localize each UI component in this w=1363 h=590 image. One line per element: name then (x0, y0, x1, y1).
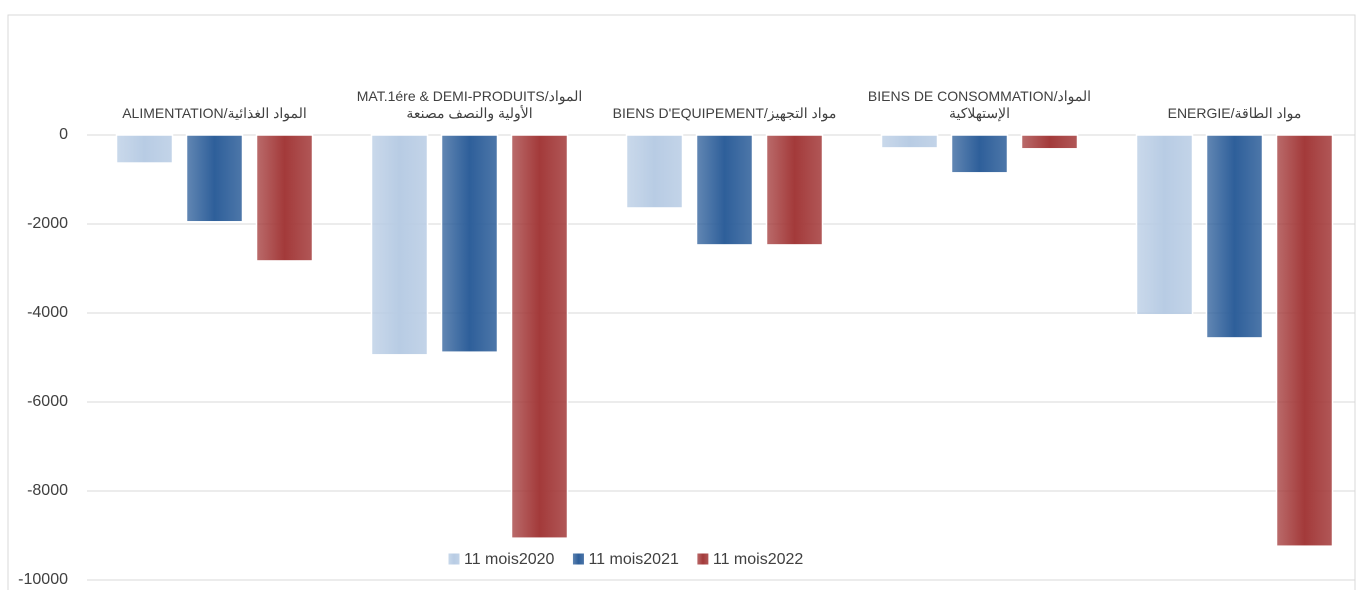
bar (880, 134, 939, 149)
bar (255, 134, 314, 262)
x-tick-label: ENERGIE/مواد الطاقة (1167, 105, 1302, 121)
y-tick-label: 0 (59, 126, 68, 143)
bar (115, 134, 174, 164)
y-tick-label: -8000 (27, 482, 68, 499)
y-tick-label: -4000 (27, 304, 68, 321)
bar (625, 134, 684, 209)
x-tick-label: MAT.1ére & DEMI-PRODUITS/المواد الأولية … (356, 88, 583, 121)
bar (1135, 134, 1194, 316)
bar (1020, 134, 1079, 150)
bar (510, 134, 569, 539)
legend-swatch (571, 552, 585, 566)
y-tick-label: -2000 (27, 215, 68, 232)
x-tick-label: BIENS D'EQUIPEMENT/مواد التجهيز (612, 105, 837, 121)
bar (695, 134, 754, 246)
bar (370, 134, 429, 356)
bar (1205, 134, 1264, 339)
y-tick-label: -6000 (27, 393, 68, 410)
legend-swatch (447, 552, 461, 566)
bar (765, 134, 824, 246)
legend-label: 11 mois2021 (588, 551, 679, 568)
legend-label: 11 mois2020 (464, 551, 555, 568)
x-tick-label: BIENS DE CONSOMMATION/المواد الإستهلاكية (867, 88, 1092, 121)
bar (185, 134, 244, 223)
legend-swatch (696, 552, 710, 566)
chart-frame (7, 14, 1356, 590)
legend-label: 11 mois2022 (713, 551, 804, 568)
x-tick-label: ALIMENTATION/المواد الغذائية (122, 105, 307, 121)
y-tick-label: -10000 (18, 571, 68, 588)
bar (440, 134, 499, 353)
bar (1275, 134, 1334, 547)
bar (950, 134, 1009, 174)
